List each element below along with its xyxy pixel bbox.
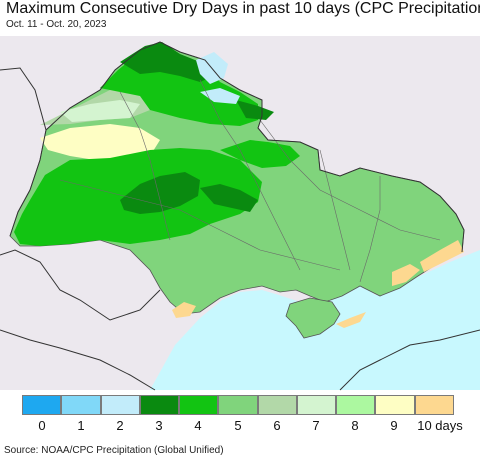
legend-label: 5 xyxy=(234,418,242,433)
legend-swatch xyxy=(22,395,62,415)
legend-label: 2 xyxy=(116,418,124,433)
oblast-boundaries xyxy=(59,79,441,283)
legend-label: 8 xyxy=(351,418,359,433)
legend-swatch xyxy=(296,395,337,415)
crimea xyxy=(285,297,341,339)
legend-label: 1 xyxy=(77,418,85,433)
legend-label: 6 xyxy=(273,418,281,433)
legend-swatch xyxy=(61,395,101,415)
legend-swatch xyxy=(336,395,376,415)
legend-label: 4 xyxy=(194,418,202,433)
legend-label: 0 xyxy=(38,418,46,433)
map-title: Maximum Consecutive Dry Days in past 10 … xyxy=(6,0,480,17)
legend-color-bar xyxy=(22,395,454,415)
region-orange-south xyxy=(392,264,420,286)
legend-swatch xyxy=(218,395,258,415)
region-dark-green-east xyxy=(200,184,258,212)
legend-swatch xyxy=(414,395,454,415)
legend-swatch xyxy=(179,395,219,415)
region-dark-green-center xyxy=(120,172,200,214)
region-orange-azov xyxy=(336,312,366,328)
legend-swatch xyxy=(257,395,297,415)
legend-swatch xyxy=(100,395,140,415)
legend-label: 7 xyxy=(312,418,320,433)
legend-label: 3 xyxy=(155,418,163,433)
legend-labels: 0 1 2 3 4 5 6 7 8 9 10 days xyxy=(22,418,462,434)
legend-label: 10 days xyxy=(417,418,463,433)
region-dark-green-ne xyxy=(236,100,274,120)
region-mint xyxy=(60,100,140,122)
legend-label: 9 xyxy=(390,418,398,433)
source-credit: Source: NOAA/CPC Precipitation (Global U… xyxy=(4,445,224,456)
region-dark-green-north xyxy=(120,42,214,82)
legend-swatch xyxy=(375,395,415,415)
region-orange-east xyxy=(420,240,464,272)
region-orange-odesa xyxy=(172,302,196,318)
region-yellow-nw xyxy=(40,124,160,162)
region-light-blue-ne2 xyxy=(200,88,240,104)
date-range: Oct. 11 - Oct. 20, 2023 xyxy=(6,19,107,30)
country-borders xyxy=(0,41,480,391)
legend-swatch xyxy=(139,395,180,415)
